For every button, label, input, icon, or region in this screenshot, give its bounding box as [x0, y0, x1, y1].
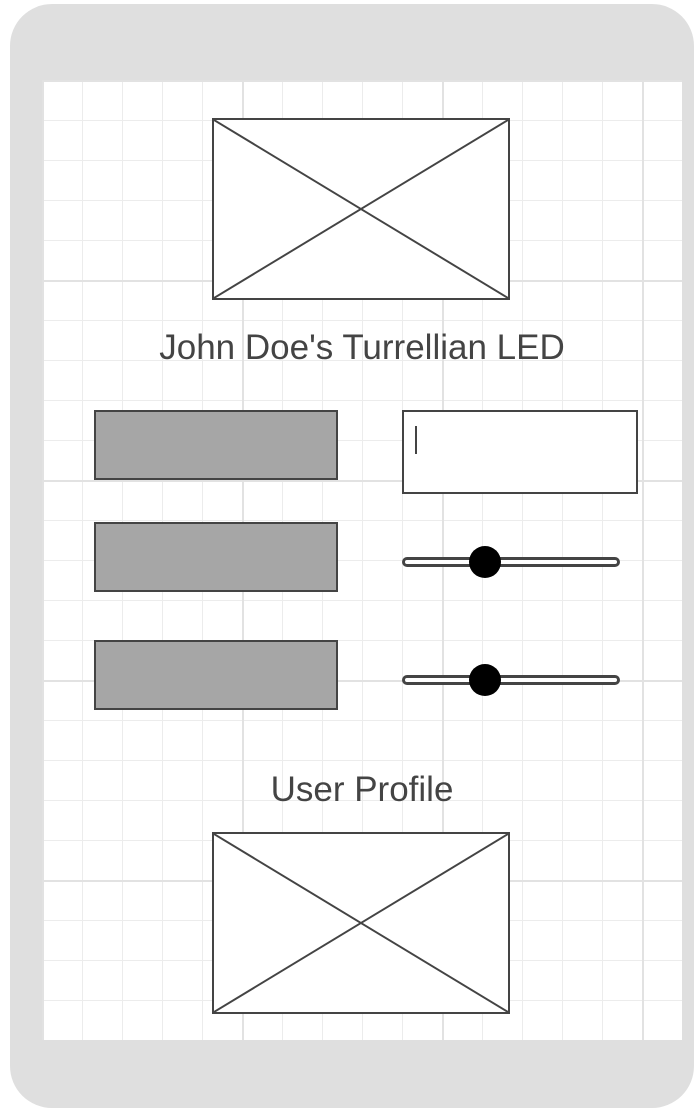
- slider-thumb[interactable]: [468, 664, 501, 696]
- control-button-2[interactable]: [94, 522, 338, 592]
- profile-image-placeholder: [212, 832, 510, 1014]
- text-cursor: [415, 426, 417, 454]
- slider-track[interactable]: [402, 557, 620, 567]
- slider-thumb[interactable]: [468, 546, 501, 578]
- screen: John Doe's Turrellian LED User Profile: [42, 80, 682, 1040]
- page-title: John Doe's Turrellian LED: [159, 328, 565, 367]
- slider-track[interactable]: [402, 675, 620, 685]
- control-button-3[interactable]: [94, 640, 338, 710]
- image-placeholder-icon: [214, 834, 508, 1012]
- image-placeholder-icon: [214, 120, 508, 298]
- header-image-placeholder: [212, 118, 510, 300]
- phone-frame: John Doe's Turrellian LED User Profile: [10, 4, 694, 1108]
- slider-1[interactable]: [402, 542, 620, 582]
- profile-title: User Profile: [270, 770, 454, 809]
- control-button-1[interactable]: [94, 410, 338, 480]
- text-input-field[interactable]: [402, 410, 638, 494]
- slider-2[interactable]: [402, 660, 620, 700]
